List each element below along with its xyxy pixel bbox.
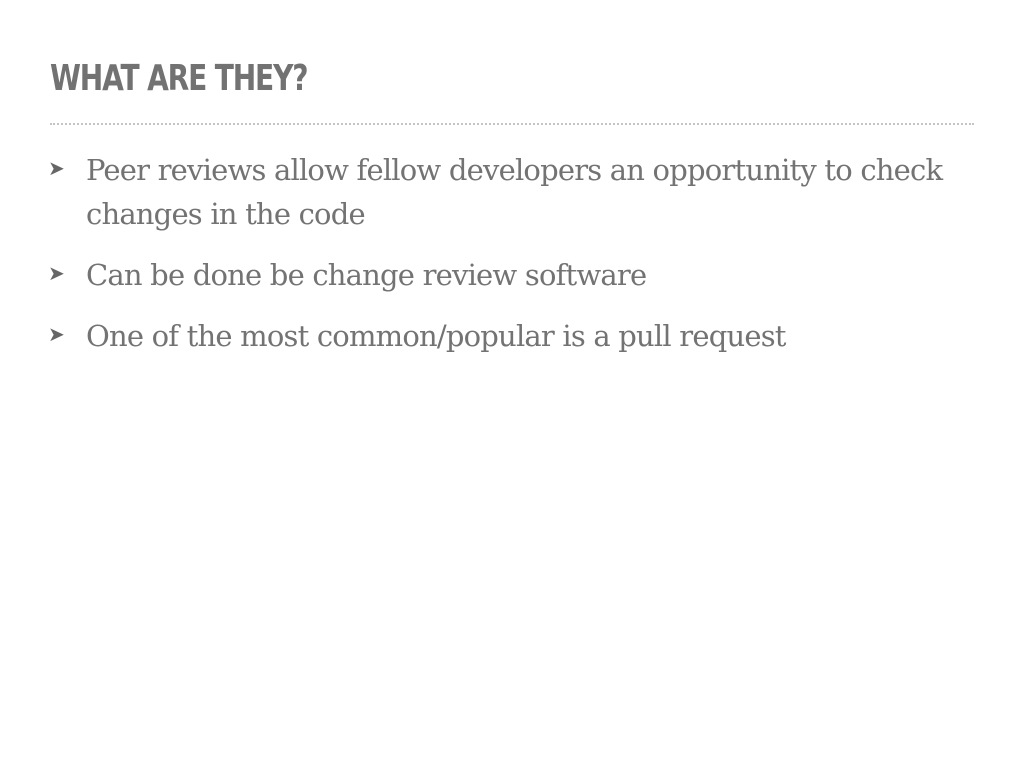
- bullet-text: Peer reviews allow fellow developers an …: [86, 153, 943, 231]
- bullet-item: ➤ Can be done be change review software: [48, 253, 978, 297]
- bullet-item: ➤ One of the most common/popular is a pu…: [48, 314, 978, 358]
- bullet-list: ➤ Peer reviews allow fellow developers a…: [48, 148, 978, 375]
- bullet-text: One of the most common/popular is a pull…: [86, 319, 786, 353]
- arrowhead-icon: ➤: [48, 156, 65, 180]
- arrowhead-icon: ➤: [48, 261, 65, 285]
- arrowhead-icon: ➤: [48, 322, 65, 346]
- slide-title: WHAT ARE THEY?: [50, 58, 309, 99]
- bullet-text: Can be done be change review software: [86, 258, 647, 292]
- bullet-item: ➤ Peer reviews allow fellow developers a…: [48, 148, 978, 236]
- title-divider: [50, 123, 974, 125]
